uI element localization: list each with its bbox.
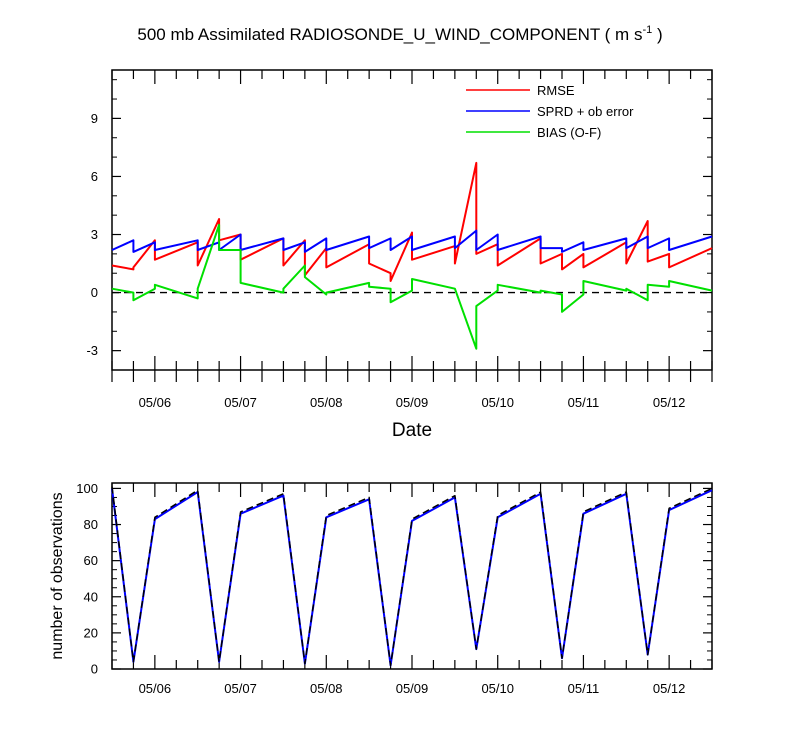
top-plot: -3 0 3 6 9 05/06 05/07 05/08 05/09 05/10 05/11 05/1… [86, 69, 713, 441]
top-x-tick-label: 05/07 [224, 395, 257, 410]
bottom-x-tick-label: 05/06 [139, 681, 172, 696]
top-series-sprd-ob-error [111, 229, 713, 253]
legend-label-bias: BIAS (O-F) [537, 125, 601, 140]
bottom-y-tick-label: 80 [84, 517, 98, 532]
bottom-plot: 0 20 40 60 80 100 05/06 05/07 05/08 05/09 05/10 05/… [49, 481, 713, 696]
bottom-x-tick-label: 05/09 [396, 681, 429, 696]
top-y-tick-label: 0 [91, 285, 98, 300]
top-series-bias-o-f [111, 223, 713, 350]
bottom-y-axis-label: number of observations [49, 492, 66, 659]
chart-title: 500 mb Assimilated RADIOSONDE_U_WIND_COM… [137, 24, 662, 44]
top-x-tick-label: 05/11 [568, 395, 600, 410]
bottom-y-tick-label: 20 [84, 625, 98, 640]
bottom-y-tick-label: 100 [76, 481, 98, 496]
top-y-tick-label: 9 [91, 111, 98, 126]
legend: RMSE SPRD + ob error BIAS (O-F) [466, 83, 634, 140]
bottom-x-tick-label: 05/12 [653, 681, 686, 696]
bottom-x-tick-label: 05/10 [481, 681, 514, 696]
top-x-tick-label: 05/09 [396, 395, 429, 410]
top-y-tick-label: -3 [86, 343, 98, 358]
top-x-tick-label: 05/10 [481, 395, 514, 410]
bottom-plot-frame [111, 482, 713, 670]
top-series [111, 161, 713, 350]
chart-title-end: ) [652, 25, 662, 44]
top-x-axis-label: Date [392, 420, 432, 441]
bottom-y-tick-label: 0 [91, 662, 98, 677]
top-ticks: -3 0 3 6 9 05/06 05/07 05/08 05/09 05/10 05/11 05/1… [86, 70, 713, 410]
bottom-x-tick-label: 05/08 [310, 681, 343, 696]
bottom-series-observations-solid [111, 488, 713, 667]
bottom-x-tick-label: 05/07 [224, 681, 257, 696]
top-y-tick-label: 3 [91, 227, 98, 242]
bottom-y-tick-label: 40 [84, 589, 98, 604]
legend-label-rmse: RMSE [537, 83, 575, 98]
legend-label-sprd: SPRD + ob error [537, 104, 634, 119]
chart-title-main: 500 mb Assimilated RADIOSONDE_U_WIND_COM… [137, 25, 642, 44]
bottom-series-observations-dashed [111, 486, 713, 667]
top-x-tick-label: 05/08 [310, 395, 343, 410]
top-series-rmse [111, 161, 713, 282]
bottom-x-tick-label: 05/11 [568, 681, 600, 696]
top-x-tick-label: 05/12 [653, 395, 686, 410]
bottom-y-tick-label: 60 [84, 553, 98, 568]
top-x-tick-label: 05/06 [139, 395, 172, 410]
bottom-ticks: 0 20 40 60 80 100 05/06 05/07 05/08 05/09 05/10 05/… [76, 481, 713, 696]
chart-title-superscript: -1 [642, 24, 652, 36]
bottom-series [111, 486, 713, 667]
top-y-tick-label: 6 [91, 169, 98, 184]
